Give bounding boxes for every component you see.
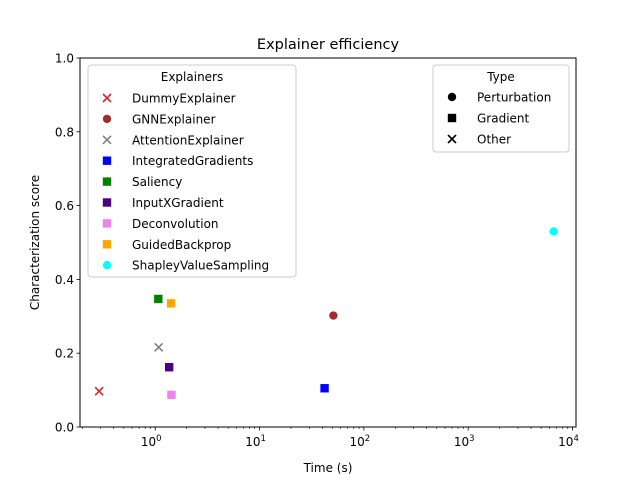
point-attentionexplainer [154, 342, 164, 352]
point-inputxgradient [164, 363, 174, 372]
point-shapleyvaluesampling [549, 227, 558, 236]
point-gnnexplainer [329, 311, 338, 320]
legend-marker [102, 135, 112, 145]
y-axis-label: Characterization score [28, 175, 42, 310]
legend-explainers: Explainers DummyExplainer GNNExplainer Atte… [87, 64, 297, 278]
legend-marker [102, 261, 112, 270]
legend-type: Type Perturbation Gradient Other [432, 64, 570, 153]
point-deconvolution [167, 390, 176, 400]
legend-type-title: Type [486, 70, 515, 84]
legend-marker [102, 240, 112, 249]
y-tick-label: 0.4 [55, 273, 74, 287]
legend-entry-label: InputXGradient [132, 196, 224, 210]
legend-entry-label: IntegratedGradients [132, 154, 253, 168]
legend-marker [102, 198, 112, 207]
legend-explainers-title: Explainers [161, 70, 224, 84]
y-tick-label: 0.2 [55, 347, 74, 361]
y-tick-label: 0.6 [55, 199, 74, 213]
legend-entry-label: Saliency [132, 175, 182, 189]
y-tick-label: 0.8 [55, 125, 74, 139]
point-integratedgradients [320, 384, 329, 393]
legend-entry-label: DummyExplainer [132, 92, 236, 106]
legend-marker [447, 113, 457, 123]
y-tick-label: 0.0 [55, 421, 74, 435]
legend-marker [102, 114, 112, 124]
y-tick-label: 1.0 [55, 52, 74, 66]
legend-entry-label: AttentionExplainer [132, 133, 244, 147]
legend-entry-label: ShapleyValueSampling [132, 259, 269, 273]
legend-entry-label: GNNExplainer [132, 112, 216, 126]
point-saliency [154, 294, 163, 304]
point-guidedbackprop [166, 299, 176, 308]
legend-marker [447, 92, 457, 102]
legend-marker [102, 219, 112, 228]
legend-entry-label: Perturbation [477, 91, 551, 105]
axes-frame [79, 57, 577, 428]
legend-marker [102, 156, 112, 165]
legend-entry-label: Gradient [477, 112, 530, 126]
legend-entry-label: Other [477, 133, 511, 147]
legend-marker [102, 177, 112, 186]
legend-entry-label: GuidedBackprop [132, 238, 231, 252]
legend-entry-label: Deconvolution [132, 217, 219, 231]
legend-marker [447, 134, 457, 144]
legend-type-frame [432, 64, 570, 153]
legend-explainers-frame [87, 64, 297, 278]
chart-title: Explainer efficiency [257, 37, 400, 53]
legend-marker [102, 93, 112, 103]
x-axis-label: Time (s) [303, 461, 353, 475]
point-dummyexplainer [94, 386, 104, 396]
